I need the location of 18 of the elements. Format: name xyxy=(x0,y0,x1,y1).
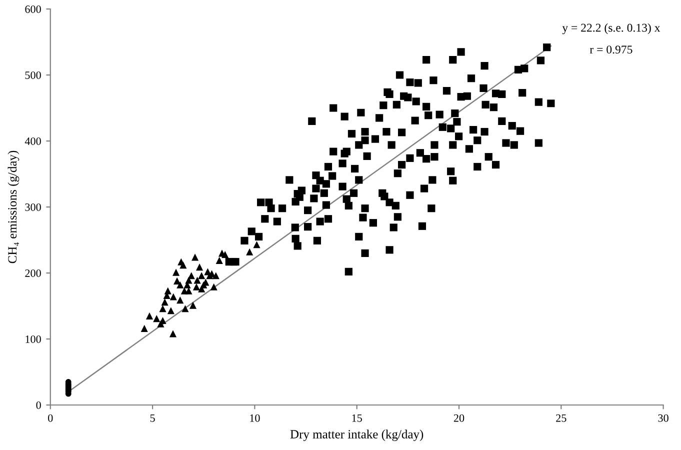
x-tick-label: 0 xyxy=(48,414,53,422)
x-tick-label: 20 xyxy=(454,414,464,422)
y-tick-label: 500 xyxy=(25,71,41,79)
x-axis-title: Dry matter intake (kg/day) xyxy=(290,430,424,442)
y-axis-title: CH₄ emissions (g/day) xyxy=(8,150,20,264)
x-tick-label: 15 xyxy=(352,414,362,422)
y-tick-label: 200 xyxy=(25,269,41,277)
y-tick-label: 0 xyxy=(36,401,41,409)
y-tick-label: 400 xyxy=(24,137,41,145)
x-tick-label: 10 xyxy=(250,414,260,422)
y-tick-label: 100 xyxy=(26,335,41,343)
annotation: y = 22.2 (s.e. 0.13) x xyxy=(562,23,660,34)
annotation: r = 0.975 xyxy=(590,46,632,54)
y-tick-label: 600 xyxy=(25,5,41,13)
x-tick-label: 5 xyxy=(150,414,155,422)
x-tick-label: 25 xyxy=(556,414,566,422)
x-tick-label: 30 xyxy=(658,414,668,422)
y-tick-label: 300 xyxy=(25,203,41,211)
